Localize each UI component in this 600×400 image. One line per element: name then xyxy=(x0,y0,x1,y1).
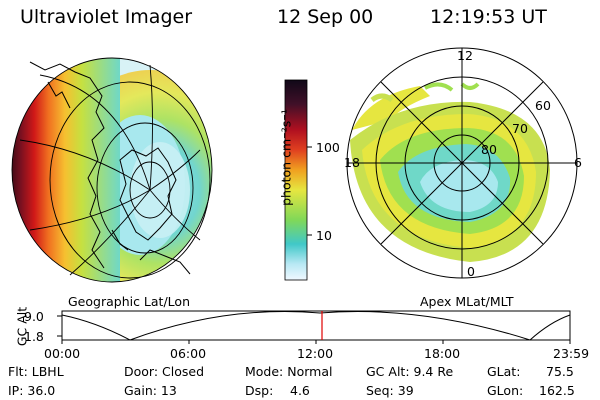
alt-xtick-2359: 23:59 xyxy=(553,346,590,361)
colorbar-tick-10: 10 xyxy=(316,228,332,243)
mlt-label-18: 18 xyxy=(344,155,360,170)
mlat-label-60: 60 xyxy=(535,98,551,113)
mlat-label-80: 80 xyxy=(481,142,497,157)
alt-xtick-1200: 12:00 xyxy=(297,346,334,361)
dsp-value: 4.6 xyxy=(290,383,310,398)
color-bar xyxy=(284,79,312,281)
alt-xtick-0000: 00:00 xyxy=(44,346,81,361)
door-status: Door: Closed xyxy=(124,364,205,379)
date-label: 12 Sep 00 xyxy=(277,6,374,28)
mode-status: Mode: Normal xyxy=(245,364,333,379)
mlat-label-70: 70 xyxy=(512,121,528,136)
altitude-plot xyxy=(57,310,571,344)
mlt-label-12: 12 xyxy=(457,48,473,63)
alt-ytick-1-8: 1.8 xyxy=(24,329,44,344)
ip-status: IP: 36.0 xyxy=(8,383,56,398)
gain-status: Gain: 13 xyxy=(124,383,177,398)
colorbar-label: photon cm⁻²s⁻¹ xyxy=(278,109,294,206)
glat-value: 75.5 xyxy=(546,364,574,379)
alt-ytick-9: 9.0 xyxy=(24,309,44,324)
filter-status: Flt: LBHL xyxy=(8,364,64,379)
geographic-caption: Geographic Lat/Lon xyxy=(68,294,190,309)
glat-label: GLat: xyxy=(487,364,521,379)
apex-caption: Apex MLat/MLT xyxy=(420,294,514,309)
alt-xtick-0600: 06:00 xyxy=(170,346,207,361)
mlt-label-0: 0 xyxy=(467,264,475,279)
mlt-label-6: 6 xyxy=(574,155,582,170)
time-label: 12:19:53 UT xyxy=(430,6,547,28)
glon-value: 162.5 xyxy=(539,383,575,398)
alt-ylabel: GC Alt xyxy=(14,306,30,347)
gc-alt-status: GC Alt: 9.4 Re xyxy=(366,364,454,379)
geographic-image xyxy=(11,57,213,283)
glon-label: GLon: xyxy=(487,383,524,398)
colorbar-tick-100: 100 xyxy=(316,140,340,155)
alt-xtick-1800: 18:00 xyxy=(424,346,461,361)
polar-image xyxy=(346,47,578,279)
instrument-title: Ultraviolet Imager xyxy=(20,6,193,28)
seq-status: Seq: 39 xyxy=(366,383,414,398)
dsp-label: Dsp: xyxy=(245,383,274,398)
